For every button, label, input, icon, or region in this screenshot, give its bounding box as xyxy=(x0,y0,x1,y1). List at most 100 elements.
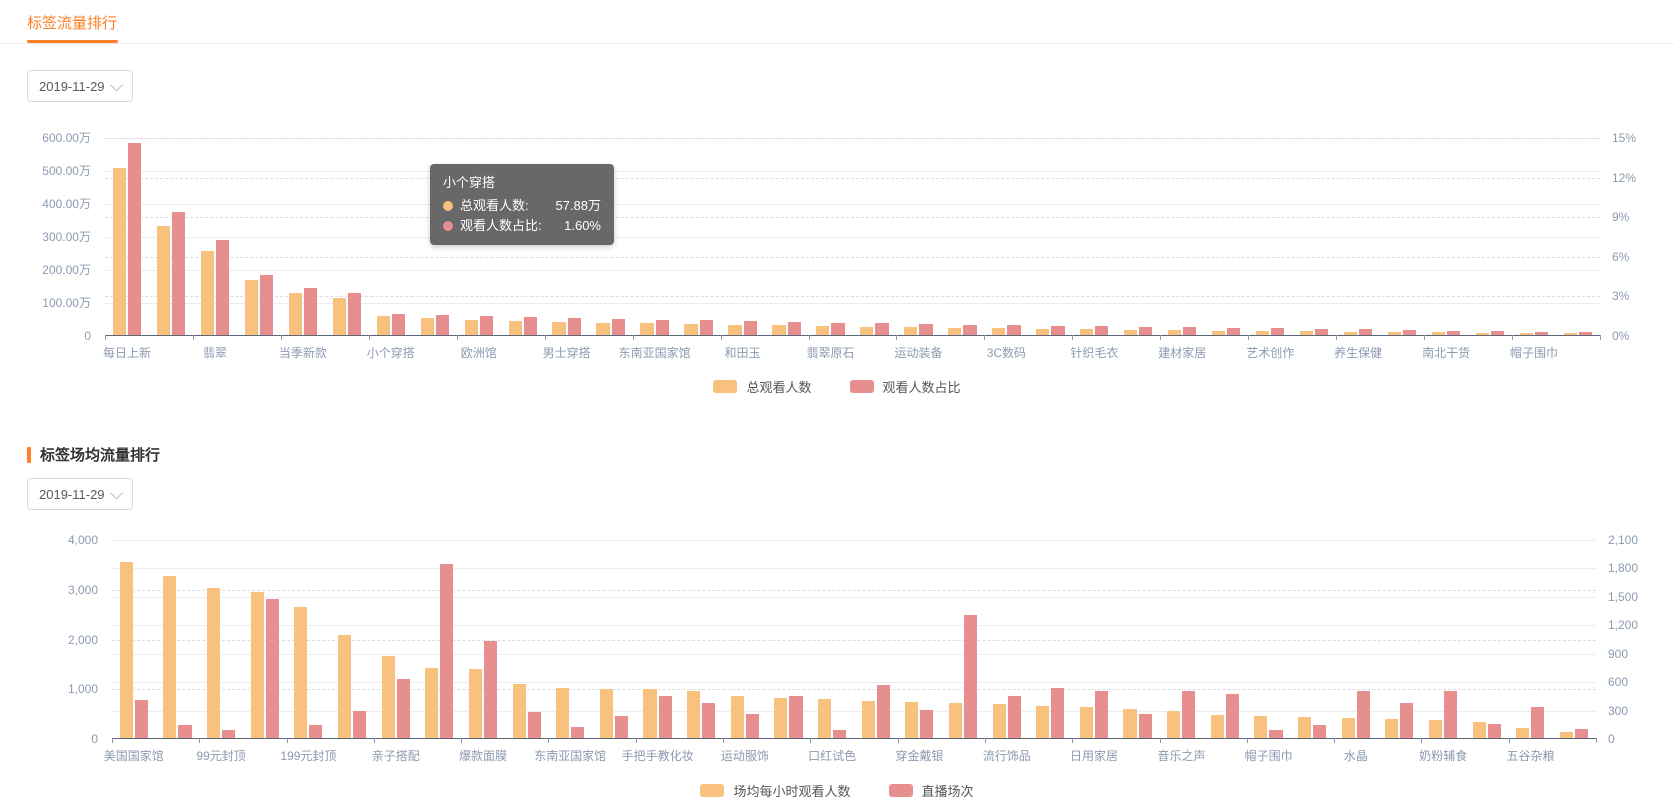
bar-观看人数占比[interactable] xyxy=(391,314,405,335)
bar-直播场次[interactable] xyxy=(1356,690,1370,738)
bar-直播场次[interactable] xyxy=(527,711,541,738)
bar-直播场次[interactable] xyxy=(353,711,367,738)
bar-观看人数占比[interactable] xyxy=(875,323,889,335)
legend-item-live-sessions[interactable]: 直播场次 xyxy=(888,781,974,800)
bar-观看人数占比[interactable] xyxy=(787,321,801,335)
bar-总观看人数[interactable] xyxy=(640,323,654,335)
bar-总观看人数[interactable] xyxy=(728,324,742,335)
bar-总观看人数[interactable] xyxy=(1431,332,1446,335)
bar-场均每小时观看人数[interactable] xyxy=(425,667,439,738)
bar-观看人数占比[interactable] xyxy=(1578,332,1593,335)
bar-观看人数占比[interactable] xyxy=(919,323,933,335)
bar-观看人数占比[interactable] xyxy=(303,288,318,335)
bar-总观看人数[interactable] xyxy=(860,326,874,335)
bar-总观看人数[interactable] xyxy=(508,320,522,335)
bar-直播场次[interactable] xyxy=(745,714,759,738)
bar-总观看人数[interactable] xyxy=(596,322,610,335)
bar-总观看人数[interactable] xyxy=(1563,333,1577,335)
legend-item-total-viewers[interactable]: 总观看人数 xyxy=(713,377,812,396)
bar-总观看人数[interactable] xyxy=(1168,330,1182,335)
bar-总观看人数[interactable] xyxy=(1080,329,1094,335)
bar-观看人数占比[interactable] xyxy=(1227,327,1241,335)
bar-场均每小时观看人数[interactable] xyxy=(599,688,613,738)
bar-观看人数占比[interactable] xyxy=(1007,325,1021,335)
bar-场均每小时观看人数[interactable] xyxy=(948,703,962,738)
bar-观看人数占比[interactable] xyxy=(963,324,977,335)
bar-总观看人数[interactable] xyxy=(1387,332,1402,335)
bar-直播场次[interactable] xyxy=(658,695,672,738)
bar-场均每小时观看人数[interactable] xyxy=(1210,715,1224,738)
bar-场均每小时观看人数[interactable] xyxy=(861,700,875,738)
bar-场均每小时观看人数[interactable] xyxy=(381,656,395,738)
bar-场均每小时观看人数[interactable] xyxy=(905,702,919,738)
bar-直播场次[interactable] xyxy=(1138,714,1152,738)
bar-直播场次[interactable] xyxy=(1007,695,1021,738)
bar-观看人数占比[interactable] xyxy=(1534,331,1549,335)
bar-直播场次[interactable] xyxy=(1094,690,1108,738)
bar-直播场次[interactable] xyxy=(963,615,978,738)
bar-直播场次[interactable] xyxy=(1400,703,1414,738)
bar-直播场次[interactable] xyxy=(178,724,192,738)
bar-观看人数占比[interactable] xyxy=(1183,327,1197,335)
bar-直播场次[interactable] xyxy=(440,563,454,738)
bar-总观看人数[interactable] xyxy=(1124,329,1138,335)
bar-直播场次[interactable] xyxy=(833,730,847,738)
bar-观看人数占比[interactable] xyxy=(1271,328,1285,335)
bar-总观看人数[interactable] xyxy=(156,226,170,335)
bar-直播场次[interactable] xyxy=(789,695,803,738)
bar-直播场次[interactable] xyxy=(1051,688,1065,738)
bar-观看人数占比[interactable] xyxy=(567,317,581,335)
bar-场均每小时观看人数[interactable] xyxy=(207,588,221,738)
bar-场均每小时观看人数[interactable] xyxy=(1472,721,1486,738)
bar-直播场次[interactable] xyxy=(1313,724,1327,738)
bar-总观看人数[interactable] xyxy=(1519,333,1533,335)
bar-观看人数占比[interactable] xyxy=(1491,331,1505,335)
bar-观看人数占比[interactable] xyxy=(1139,326,1153,335)
bar-总观看人数[interactable] xyxy=(1212,330,1226,335)
bar-直播场次[interactable] xyxy=(265,599,279,738)
bar-总观看人数[interactable] xyxy=(288,293,302,335)
bar-观看人数占比[interactable] xyxy=(215,239,230,335)
bar-总观看人数[interactable] xyxy=(1343,331,1358,335)
bar-场均每小时观看人数[interactable] xyxy=(1516,728,1530,738)
bar-总观看人数[interactable] xyxy=(420,317,434,335)
bar-总观看人数[interactable] xyxy=(772,325,786,335)
bar-直播场次[interactable] xyxy=(702,703,716,738)
bar-观看人数占比[interactable] xyxy=(1095,326,1109,335)
bar-场均每小时观看人数[interactable] xyxy=(294,606,308,738)
bar-直播场次[interactable] xyxy=(614,716,628,738)
bar-观看人数占比[interactable] xyxy=(259,274,274,335)
bar-直播场次[interactable] xyxy=(571,726,585,738)
bar-观看人数占比[interactable] xyxy=(1315,328,1329,335)
bar-总观看人数[interactable] xyxy=(948,327,962,335)
bar-场均每小时观看人数[interactable] xyxy=(643,688,657,738)
bar-场均每小时观看人数[interactable] xyxy=(1167,711,1181,738)
bar-直播场次[interactable] xyxy=(134,700,148,738)
bar-场均每小时观看人数[interactable] xyxy=(468,668,482,738)
bar-总观看人数[interactable] xyxy=(904,327,918,335)
bar-场均每小时观看人数[interactable] xyxy=(512,683,526,738)
bar-观看人数占比[interactable] xyxy=(611,318,625,335)
bar-直播场次[interactable] xyxy=(1225,694,1239,738)
bar-总观看人数[interactable] xyxy=(1299,331,1314,335)
bar-直播场次[interactable] xyxy=(1444,690,1458,738)
bar-观看人数占比[interactable] xyxy=(655,319,669,335)
bar-直播场次[interactable] xyxy=(1487,723,1501,738)
bar-总观看人数[interactable] xyxy=(992,328,1006,335)
legend-item-viewer-ratio[interactable]: 观看人数占比 xyxy=(849,377,961,396)
bar-场均每小时观看人数[interactable] xyxy=(1123,709,1137,738)
bar-观看人数占比[interactable] xyxy=(1051,325,1065,335)
bar-场均每小时观看人数[interactable] xyxy=(1079,707,1093,738)
bar-场均每小时观看人数[interactable] xyxy=(992,704,1006,738)
bar-观看人数占比[interactable] xyxy=(1403,330,1417,335)
bar-总观看人数[interactable] xyxy=(244,280,258,335)
bar-场均每小时观看人数[interactable] xyxy=(1428,720,1443,738)
bar-直播场次[interactable] xyxy=(876,685,890,738)
bar-直播场次[interactable] xyxy=(1269,730,1283,738)
bar-场均每小时观看人数[interactable] xyxy=(1559,732,1573,738)
bar-直播场次[interactable] xyxy=(483,640,498,738)
bar-场均每小时观看人数[interactable] xyxy=(1298,717,1312,738)
bar-总观看人数[interactable] xyxy=(376,316,390,335)
bar-场均每小时观看人数[interactable] xyxy=(1036,705,1050,738)
bar-场均每小时观看人数[interactable] xyxy=(1385,719,1399,738)
